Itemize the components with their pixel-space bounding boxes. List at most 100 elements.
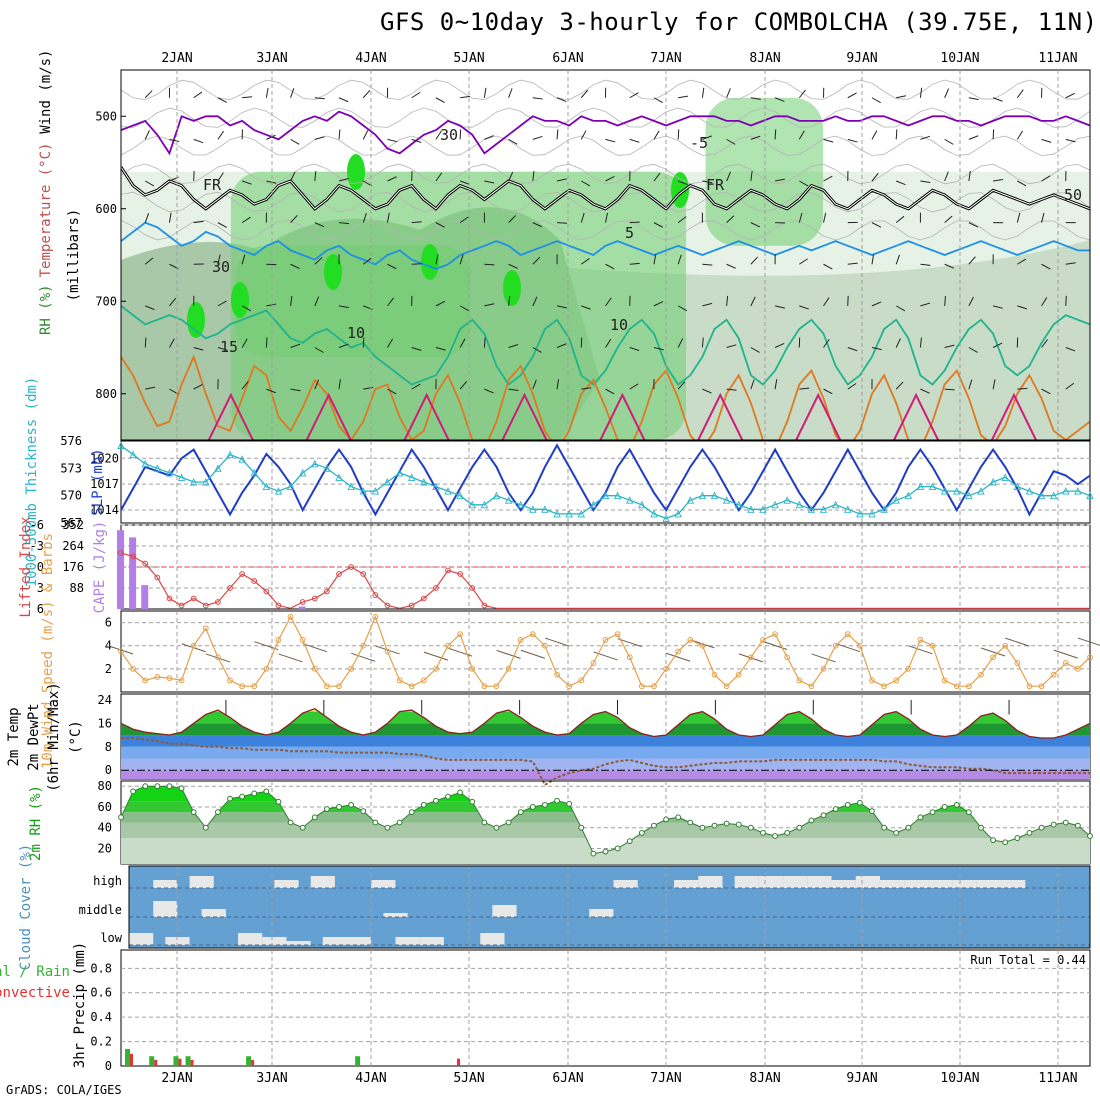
precip-total-bar bbox=[186, 1056, 191, 1066]
rh-point bbox=[506, 820, 511, 825]
rh-point bbox=[748, 825, 753, 830]
slp-ylabel: SLP (mb) bbox=[90, 448, 106, 515]
surface-wind-barb bbox=[1078, 638, 1100, 646]
date-label-bottom: 5JAN bbox=[453, 1071, 484, 1086]
contour-label: 15 bbox=[220, 338, 238, 356]
cloud-cell bbox=[759, 876, 783, 888]
lifted-index-ylabel: Lifted Index bbox=[18, 516, 34, 617]
rh-point bbox=[409, 810, 414, 815]
date-label-bottom: 7JAN bbox=[650, 1071, 681, 1086]
precip-tick: 0.2 bbox=[90, 1035, 112, 1049]
date-label-bottom: 10JAN bbox=[940, 1071, 979, 1086]
rh-band bbox=[121, 823, 1090, 839]
rh-point bbox=[1051, 822, 1056, 827]
precip-total-bar bbox=[246, 1056, 251, 1066]
rh-point bbox=[567, 801, 572, 806]
rh-saturated-cell bbox=[187, 302, 205, 338]
rh-point bbox=[131, 789, 136, 794]
wind-barb bbox=[1090, 98, 1099, 103]
wind-barb bbox=[1090, 223, 1099, 227]
temp-ylabel-2: 2m DewPt bbox=[26, 703, 42, 770]
date-label-top: 3JAN bbox=[256, 51, 287, 66]
cloud-cell bbox=[880, 880, 904, 888]
rh-point bbox=[458, 790, 463, 795]
rh-point bbox=[312, 815, 317, 820]
grads-credit: GrADS: COLA/IGES bbox=[6, 1083, 122, 1097]
rh-point bbox=[1015, 836, 1020, 841]
temp-ylabel-4: (°C) bbox=[68, 720, 84, 754]
rh-point bbox=[543, 802, 548, 807]
rh-point bbox=[676, 815, 681, 820]
rh-band bbox=[121, 812, 1090, 822]
cape-tick: 88 bbox=[70, 581, 84, 595]
rh-point bbox=[652, 823, 657, 828]
temp-ylabel-1: 2m Temp bbox=[6, 707, 22, 766]
rh-point bbox=[785, 830, 790, 835]
rh-point bbox=[228, 796, 233, 801]
precip-legend-total: Total / Rain bbox=[0, 964, 70, 980]
cloud-cell bbox=[674, 880, 698, 888]
rh-point bbox=[821, 813, 826, 818]
surface-wind-barb bbox=[666, 653, 690, 661]
rh-point bbox=[591, 851, 596, 856]
contour-label: FR bbox=[706, 176, 725, 194]
contour-label: -5 bbox=[690, 134, 708, 152]
rh-point bbox=[639, 830, 644, 835]
rh-saturated-cell bbox=[503, 270, 521, 306]
rh-point bbox=[1039, 825, 1044, 830]
precip-tick: 0.6 bbox=[90, 986, 112, 1000]
wind-tick: 6 bbox=[105, 616, 112, 630]
rh-point bbox=[191, 810, 196, 815]
rh-tick: 60 bbox=[98, 800, 112, 814]
cape-bar bbox=[129, 537, 136, 609]
wind-barb bbox=[266, 338, 267, 348]
temp-tick: 24 bbox=[98, 693, 112, 707]
contour-label: 50 bbox=[1064, 186, 1082, 204]
surface-wind-barb bbox=[351, 653, 375, 661]
contour-label: 5 bbox=[625, 224, 634, 242]
precip-convective-bar bbox=[154, 1060, 157, 1066]
cloud-cell bbox=[1001, 880, 1025, 888]
rh-point bbox=[434, 798, 439, 803]
cloud-cell bbox=[395, 937, 419, 945]
pressure-tick-label: 800 bbox=[95, 387, 117, 401]
cloud-cell bbox=[202, 909, 226, 917]
isotherm-20c bbox=[1090, 395, 1100, 440]
temp-tick: 8 bbox=[105, 740, 112, 754]
rh-point bbox=[615, 846, 620, 851]
rh-tick: 20 bbox=[98, 841, 112, 855]
contour-label: 10 bbox=[610, 316, 628, 334]
cape-ylabel: CAPE (J/kg) bbox=[92, 521, 108, 614]
cloud-cell bbox=[153, 901, 177, 917]
date-label-top: 7JAN bbox=[650, 51, 681, 66]
date-label-bottom: 4JAN bbox=[355, 1071, 386, 1086]
rh-point bbox=[603, 849, 608, 854]
rh-point bbox=[857, 800, 862, 805]
precip-frame bbox=[121, 950, 1090, 1066]
cape-bar bbox=[141, 585, 148, 609]
temp-band bbox=[121, 723, 1090, 735]
cloud-cell bbox=[311, 876, 335, 888]
rh-point bbox=[240, 794, 245, 799]
slp-line bbox=[121, 445, 1090, 514]
precip-convective-bar bbox=[191, 1060, 194, 1066]
cloud-cell bbox=[190, 876, 214, 888]
rh-point bbox=[203, 825, 208, 830]
cloud-cell bbox=[274, 880, 298, 888]
temp-tick: 0 bbox=[105, 763, 112, 777]
rh-point bbox=[700, 825, 705, 830]
upper-air-ylabel: RH (%) bbox=[38, 284, 54, 335]
surface-wind-barb bbox=[521, 650, 545, 658]
rh-point bbox=[373, 820, 378, 825]
date-label-top: 5JAN bbox=[453, 51, 484, 66]
cloud-cell bbox=[238, 933, 262, 945]
precip-convective-bar bbox=[130, 1054, 133, 1066]
temp-band bbox=[121, 770, 1090, 779]
rh-point bbox=[1063, 820, 1068, 825]
precip-total-bar bbox=[355, 1056, 360, 1066]
date-label-bottom: 9JAN bbox=[846, 1071, 877, 1086]
wind-barb bbox=[1090, 302, 1099, 306]
cloud-cell bbox=[383, 913, 407, 917]
date-label-bottom: 3JAN bbox=[256, 1071, 287, 1086]
date-label-bottom: 6JAN bbox=[552, 1071, 583, 1086]
